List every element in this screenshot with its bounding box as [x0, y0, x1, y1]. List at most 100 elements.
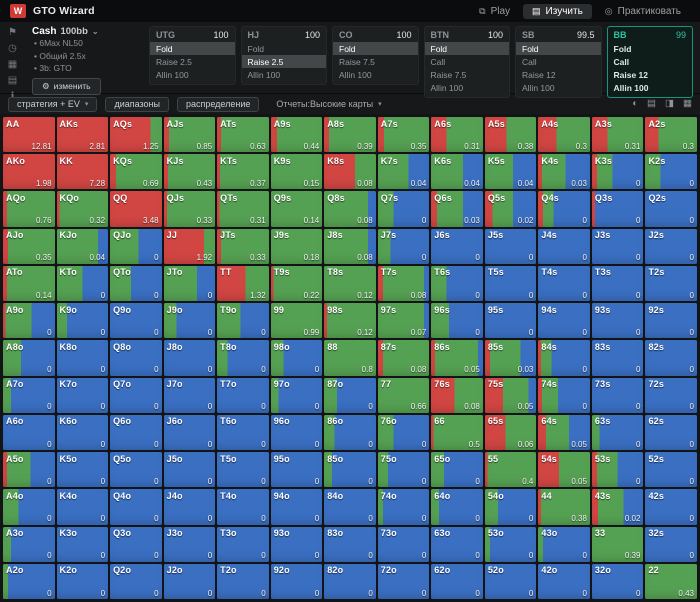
matrix-cell-K6s[interactable]: K6s 0.04	[431, 154, 483, 190]
matrix-cell-A3s[interactable]: A3s 0.31	[591, 117, 644, 153]
matrix-cell-64s[interactable]: 64s 0.05	[538, 414, 590, 451]
action-fold[interactable]: Fold	[247, 43, 265, 54]
matrix-cell-Q6s[interactable]: Q6s 0.03	[431, 191, 483, 227]
matrix-cell-32o[interactable]: 32o 0	[591, 563, 644, 599]
matrix-cell-J2s[interactable]: J2s 0	[645, 228, 697, 264]
matrix-cell-55[interactable]: 55 0.4	[484, 452, 537, 488]
matrix-cell-T5s[interactable]: T5s 0	[484, 265, 537, 302]
matrix-cell-98o[interactable]: 98o 0	[270, 340, 323, 376]
matrix-cell-K5o[interactable]: K5o 0	[56, 452, 109, 488]
matrix-cell-Q2s[interactable]: Q2s 0	[645, 191, 697, 227]
matrix-cell-K8s[interactable]: K8s 0.08	[324, 154, 376, 190]
matrix-cell-T2s[interactable]: T2s 0	[645, 265, 697, 302]
matrix-cell-J2o[interactable]: J2o 0	[163, 563, 216, 599]
position-panel-hj[interactable]: HJ 100 Fold Raise 2.5 Allin 100	[240, 26, 327, 85]
matrix-cell-76s[interactable]: 76s 0.08	[431, 377, 483, 413]
matrix-cell-T4s[interactable]: T4s 0	[538, 265, 590, 302]
gto-wizard-logo[interactable]: W	[10, 4, 26, 18]
matrix-cell-A5o[interactable]: A5o 0	[3, 452, 55, 488]
action-raise-7-5[interactable]: Raise 7.5	[339, 56, 375, 67]
matrix-cell-93o[interactable]: 93o 0	[270, 526, 323, 562]
matrix-cell-Q8o[interactable]: Q8o 0	[110, 340, 162, 376]
matrix-cell-J3o[interactable]: J3o 0	[163, 526, 216, 562]
tab-practice[interactable]: ◎ Практиковать	[596, 4, 690, 19]
matrix-cell-KJo[interactable]: KJo 0.04	[56, 228, 109, 264]
matrix-cell-KJs[interactable]: KJs 0.43	[163, 154, 216, 190]
matrix-cell-43o[interactable]: 43o 0	[538, 526, 590, 562]
matrix-cell-A7s[interactable]: A7s 0.35	[377, 117, 430, 153]
matrix-cell-Q4o[interactable]: Q4o 0	[110, 489, 162, 525]
grid-icon[interactable]: ▦	[683, 98, 692, 110]
solutions-icon[interactable]: ▦	[7, 59, 18, 70]
matrix-cell-JTo[interactable]: JTo 0	[163, 265, 216, 302]
matrix-cell-Q4s[interactable]: Q4s 0	[538, 191, 590, 227]
matrix-cell-87s[interactable]: 87s 0.08	[377, 340, 430, 376]
matrix-cell-K3o[interactable]: K3o 0	[56, 526, 109, 562]
matrix-cell-Q7o[interactable]: Q7o 0	[110, 377, 162, 413]
matrix-cell-AKs[interactable]: AKs 2.81	[56, 117, 109, 153]
matrix-cell-84s[interactable]: 84s 0	[538, 340, 590, 376]
matrix-cell-Q5o[interactable]: Q5o 0	[110, 452, 162, 488]
matrix-cell-43s[interactable]: 43s 0.02	[591, 489, 644, 525]
matrix-cell-AJo[interactable]: AJo 0.35	[3, 228, 55, 264]
matrix-cell-95o[interactable]: 95o 0	[270, 452, 323, 488]
reports-select[interactable]: Отчеты:Высокие карты ▾	[267, 97, 390, 112]
matrix-cell-T7s[interactable]: T7s 0.08	[377, 265, 430, 302]
matrix-cell-63o[interactable]: 63o 0	[431, 526, 483, 562]
matrix-cell-A2o[interactable]: A2o 0	[3, 563, 55, 599]
matrix-cell-77[interactable]: 77 0.66	[377, 377, 430, 413]
library-icon[interactable]: ▤	[7, 75, 18, 86]
matrix-cell-K8o[interactable]: K8o 0	[56, 340, 109, 376]
matrix-cell-A9o[interactable]: A9o 0	[3, 303, 55, 339]
action-allin-100[interactable]: Allin 100	[339, 69, 372, 80]
action-fold[interactable]: Fold	[150, 42, 235, 55]
matrix-cell-73o[interactable]: 73o 0	[377, 526, 430, 562]
matrix-cell-A4s[interactable]: A4s 0.3	[538, 117, 590, 153]
matrix-cell-84o[interactable]: 84o 0	[324, 489, 376, 525]
matrix-cell-AJs[interactable]: AJs 0.85	[163, 117, 216, 153]
position-panel-utg[interactable]: UTG 100 Fold Raise 2.5 Allin 100	[149, 26, 236, 85]
matrix-cell-76o[interactable]: 76o 0	[377, 414, 430, 451]
matrix-cell-A7o[interactable]: A7o 0	[3, 377, 55, 413]
action-allin-100[interactable]: Allin 100	[156, 69, 189, 80]
matrix-cell-AA[interactable]: AA 12.81	[3, 117, 55, 153]
action-allin-100[interactable]: Allin 100	[613, 82, 649, 93]
matrix-cell-62s[interactable]: 62s 0	[645, 414, 697, 451]
matrix-cell-T7o[interactable]: T7o 0	[217, 377, 269, 413]
matrix-cell-A9s[interactable]: A9s 0.44	[270, 117, 323, 153]
matrix-cell-86s[interactable]: 86s 0.05	[431, 340, 483, 376]
matrix-cell-Q8s[interactable]: Q8s 0.08	[324, 191, 376, 227]
matrix-cell-33[interactable]: 33 0.39	[591, 526, 644, 562]
matrix-cell-KK[interactable]: KK 7.28	[56, 154, 109, 190]
matrix-cell-T2o[interactable]: T2o 0	[217, 563, 269, 599]
matrix-cell-73s[interactable]: 73s 0	[591, 377, 644, 413]
matrix-cell-64o[interactable]: 64o 0	[431, 489, 483, 525]
matrix-cell-72o[interactable]: 72o 0	[377, 563, 430, 599]
matrix-cell-52s[interactable]: 52s 0	[645, 452, 697, 488]
action-raise-12[interactable]: Raise 12	[522, 69, 556, 80]
matrix-cell-QQ[interactable]: QQ 3.48	[110, 191, 162, 227]
matrix-cell-44[interactable]: 44 0.38	[538, 489, 590, 525]
matrix-cell-K4s[interactable]: K4s 0.03	[538, 154, 590, 190]
action-fold[interactable]: Fold	[613, 43, 632, 54]
matrix-cell-66[interactable]: 66 0.5	[431, 414, 483, 451]
strategy-ev-select[interactable]: стратегия + EV ▾	[8, 96, 98, 112]
matrix-cell-85s[interactable]: 85s 0.03	[484, 340, 537, 376]
matrix-cell-Q5s[interactable]: Q5s 0.02	[484, 191, 537, 227]
matrix-cell-J9s[interactable]: J9s 0.18	[270, 228, 323, 264]
action-raise-2-5[interactable]: Raise 2.5	[156, 56, 192, 67]
matrix-cell-A5s[interactable]: A5s 0.38	[484, 117, 537, 153]
matrix-cell-J6s[interactable]: J6s 0	[431, 228, 483, 264]
matrix-cell-K2s[interactable]: K2s 0	[645, 154, 697, 190]
matrix-cell-KTs[interactable]: KTs 0.37	[217, 154, 269, 190]
matrix-cell-32s[interactable]: 32s 0	[645, 526, 697, 562]
matrix-cell-74o[interactable]: 74o 0	[377, 489, 430, 525]
matrix-cell-QJo[interactable]: QJo 0	[110, 228, 162, 264]
matrix-cell-99[interactable]: 99 0.99	[270, 303, 323, 339]
matrix-cell-JTs[interactable]: JTs 0.33	[217, 228, 269, 264]
matrix-cell-T3s[interactable]: T3s 0	[591, 265, 644, 302]
action-allin-100[interactable]: Allin 100	[247, 69, 281, 80]
matrix-cell-96o[interactable]: 96o 0	[270, 414, 323, 451]
position-panel-btn[interactable]: BTN 100 Fold Call Raise 7.5 Allin 100	[423, 26, 510, 98]
matrix-cell-AKo[interactable]: AKo 1.98	[3, 154, 55, 190]
